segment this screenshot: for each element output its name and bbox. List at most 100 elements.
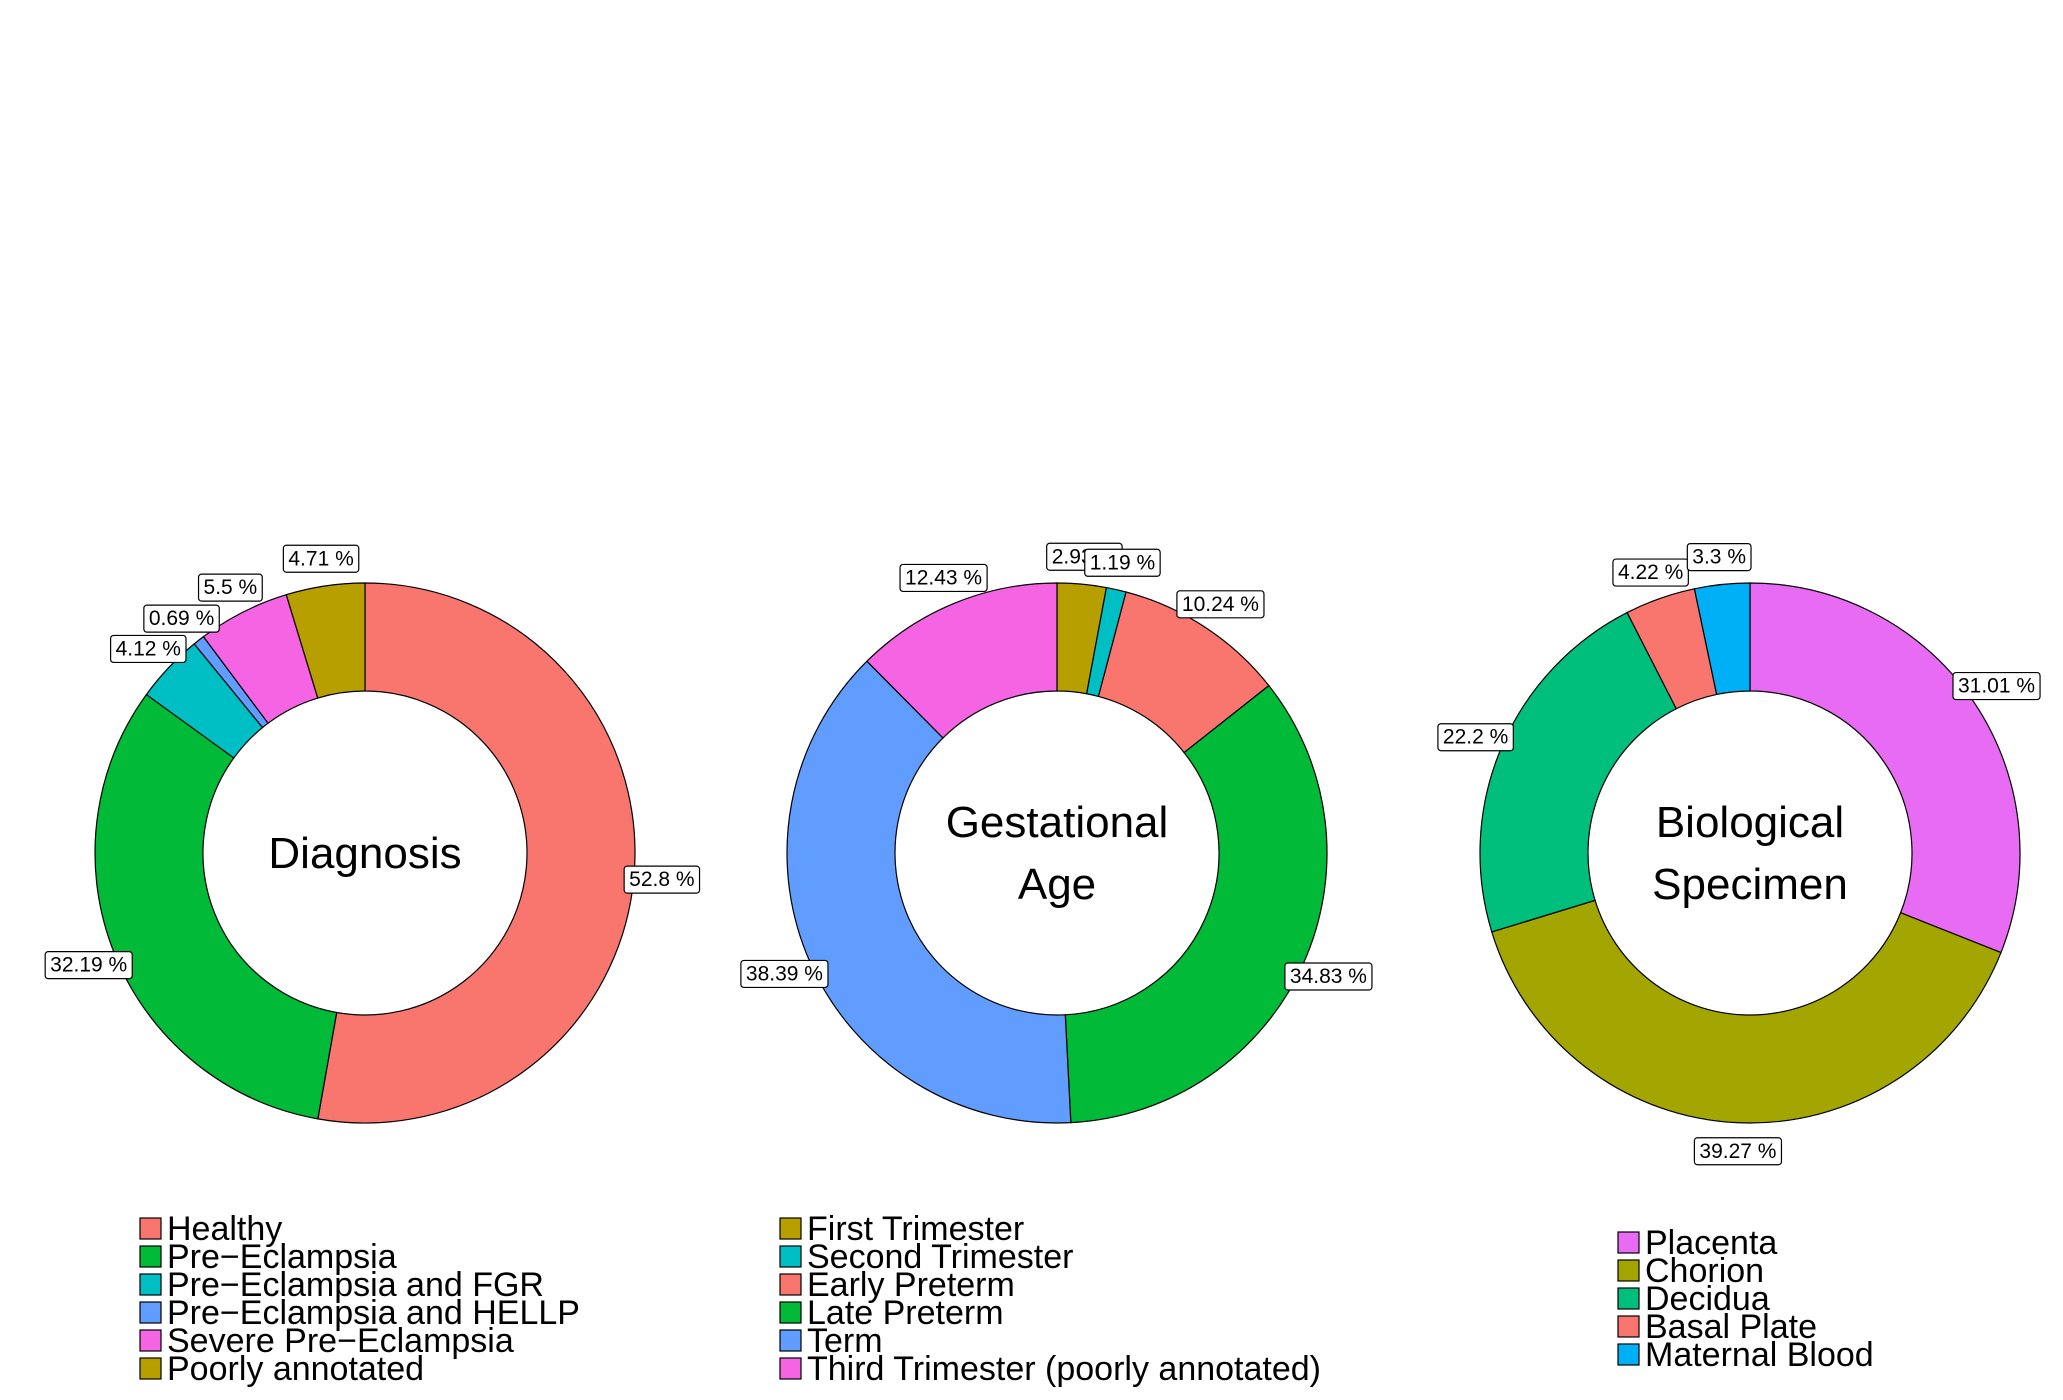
value-label: 22.2 % xyxy=(1443,726,1508,749)
slice-chorion xyxy=(1491,899,2002,1124)
legend-label: Healthy xyxy=(167,1210,282,1248)
legend-swatch xyxy=(139,1273,162,1296)
value-label-box xyxy=(1693,1137,1783,1166)
legend-swatch xyxy=(779,1273,802,1296)
legend-item-term: Term xyxy=(779,1322,883,1360)
legend-label: Placenta xyxy=(1645,1224,1777,1262)
data-label-chorion: 39.27 % xyxy=(1693,1137,1783,1166)
legend-item-pre-eclampsia-and-hellp: Pre−Eclampsia and HELLP xyxy=(139,1294,580,1332)
value-label-box xyxy=(282,544,360,573)
data-label-pre-eclampsia: 32.19 % xyxy=(44,951,133,980)
value-label-box xyxy=(740,959,829,989)
legend-label: Pre−Eclampsia and HELLP xyxy=(167,1294,580,1332)
value-label-box xyxy=(1437,723,1514,752)
legend-swatch xyxy=(139,1245,162,1268)
legend-swatch xyxy=(779,1217,802,1240)
legend-label: Pre−Eclampsia xyxy=(167,1238,397,1276)
value-label: 1.19 % xyxy=(1090,551,1155,574)
slice-decidua xyxy=(1479,611,1678,933)
data-label-third-trimester-poorly-annotated: 12.43 % xyxy=(899,563,988,593)
slice-third-trimester-poorly-annotated xyxy=(866,582,1058,739)
slice-poorly-annotated xyxy=(285,582,366,699)
donut-charts: 52.8 % 32.19 % 4.12 % 0.69 % 5.5 % 4.71 % Diag… xyxy=(44,542,2041,1166)
value-label: 39.27 % xyxy=(1699,1140,1776,1163)
legend-label: Decidua xyxy=(1645,1280,1770,1318)
legend-label: Pre−Eclampsia and FGR xyxy=(167,1266,544,1304)
value-label: 4.22 % xyxy=(1618,561,1683,584)
slice-maternal-blood xyxy=(1693,582,1751,696)
legend-item-maternal-blood: Maternal Blood xyxy=(1617,1336,1874,1374)
legend-label: Severe Pre−Eclampsia xyxy=(167,1322,514,1360)
value-label-box xyxy=(1686,543,1752,572)
data-label-pre-eclampsia-and-fgr: 4.12 % xyxy=(110,634,187,664)
legend-swatch xyxy=(139,1329,162,1352)
donut-diagnosis: 52.8 % 32.19 % 4.12 % 0.69 % 5.5 % 4.71 % Diag… xyxy=(44,544,701,1124)
legend-swatch xyxy=(779,1357,802,1380)
legend-label: First Trimester xyxy=(807,1210,1024,1248)
legend-label: Late Preterm xyxy=(807,1294,1004,1332)
legend-swatch xyxy=(139,1217,162,1240)
slice-healthy xyxy=(317,582,636,1124)
legend-label: Basal Plate xyxy=(1645,1308,1817,1346)
legend-item-chorion: Chorion xyxy=(1617,1252,1764,1290)
data-label-pre-eclampsia-and-hellp: 0.69 % xyxy=(143,604,220,633)
value-label-box xyxy=(44,951,133,980)
value-label-box xyxy=(1952,671,2041,701)
value-label: 31.01 % xyxy=(1958,675,2035,698)
donut-biological-specimen: 31.01 % 39.27 % 22.2 % 4.22 % 3.3 % Biologica… xyxy=(1437,543,2041,1166)
legend-swatch xyxy=(139,1301,162,1324)
data-label-maternal-blood: 3.3 % xyxy=(1686,543,1752,572)
value-label: 38.39 % xyxy=(746,962,823,985)
value-label: 5.5 % xyxy=(204,576,258,599)
value-label-box xyxy=(1176,590,1265,619)
legend-swatch xyxy=(1617,1259,1640,1282)
value-label: 10.24 % xyxy=(1182,593,1259,616)
data-label-decidua: 22.2 % xyxy=(1437,723,1514,752)
legend-item-decidua: Decidua xyxy=(1617,1280,1770,1318)
value-label-box xyxy=(1284,962,1373,991)
value-label-box xyxy=(899,563,988,593)
legend-item-early-preterm: Early Preterm xyxy=(779,1266,1015,1304)
data-label-term: 38.39 % xyxy=(740,959,829,989)
legend-label: Term xyxy=(807,1322,883,1360)
chart-center-title: Gestational xyxy=(946,798,1169,847)
chart-center-title: Biological xyxy=(1656,798,1844,847)
legend-item-second-trimester: Second Trimester xyxy=(779,1238,1073,1276)
chart-center-title: Specimen xyxy=(1652,860,1848,909)
value-label-box xyxy=(623,865,701,894)
legend-swatch xyxy=(1617,1343,1640,1366)
value-label-box xyxy=(1084,548,1161,577)
value-label-box xyxy=(143,604,220,633)
legend-item-pre-eclampsia: Pre−Eclampsia xyxy=(139,1238,397,1276)
value-label-box xyxy=(197,573,263,602)
legend-swatch xyxy=(1617,1315,1640,1338)
chart-center-title: Age xyxy=(1018,860,1096,909)
data-label-late-preterm: 34.83 % xyxy=(1284,962,1373,991)
legend-item-poorly-annotated: Poorly annotated xyxy=(139,1350,424,1388)
data-label-early-preterm: 10.24 % xyxy=(1176,590,1265,619)
donut-gestational-age: 2.93 %1.19 %10.24 %34.83 %38.39 %12.43 %… xyxy=(740,542,1373,1124)
legend-label: Second Trimester xyxy=(807,1238,1073,1276)
legend-label: Poorly annotated xyxy=(167,1350,424,1388)
legend-swatch xyxy=(779,1245,802,1268)
value-label: 3.3 % xyxy=(1692,546,1746,569)
data-label-basal-plate: 4.22 % xyxy=(1612,558,1689,587)
legend-swatch xyxy=(1617,1231,1640,1254)
value-label: 52.8 % xyxy=(629,868,694,891)
legend-item-placenta: Placenta xyxy=(1617,1224,1777,1262)
legend-item-third-trimester-poorly-annotated: Third Trimester (poorly annotated) xyxy=(779,1350,1321,1388)
data-label-poorly-annotated: 4.71 % xyxy=(282,544,360,573)
value-labels: 2.93 %1.19 %10.24 %34.83 %38.39 %12.43 % xyxy=(740,542,1373,991)
legend-item-pre-eclampsia-and-fgr: Pre−Eclampsia and FGR xyxy=(139,1266,544,1304)
value-label: 0.69 % xyxy=(149,607,214,630)
value-labels: 31.01 % 39.27 % 22.2 % 4.22 % 3.3 % xyxy=(1437,543,2041,1166)
legend-label: Maternal Blood xyxy=(1645,1336,1874,1374)
value-label-box xyxy=(1612,558,1689,587)
legend-label: Early Preterm xyxy=(807,1266,1015,1304)
value-label: 4.12 % xyxy=(116,637,181,660)
